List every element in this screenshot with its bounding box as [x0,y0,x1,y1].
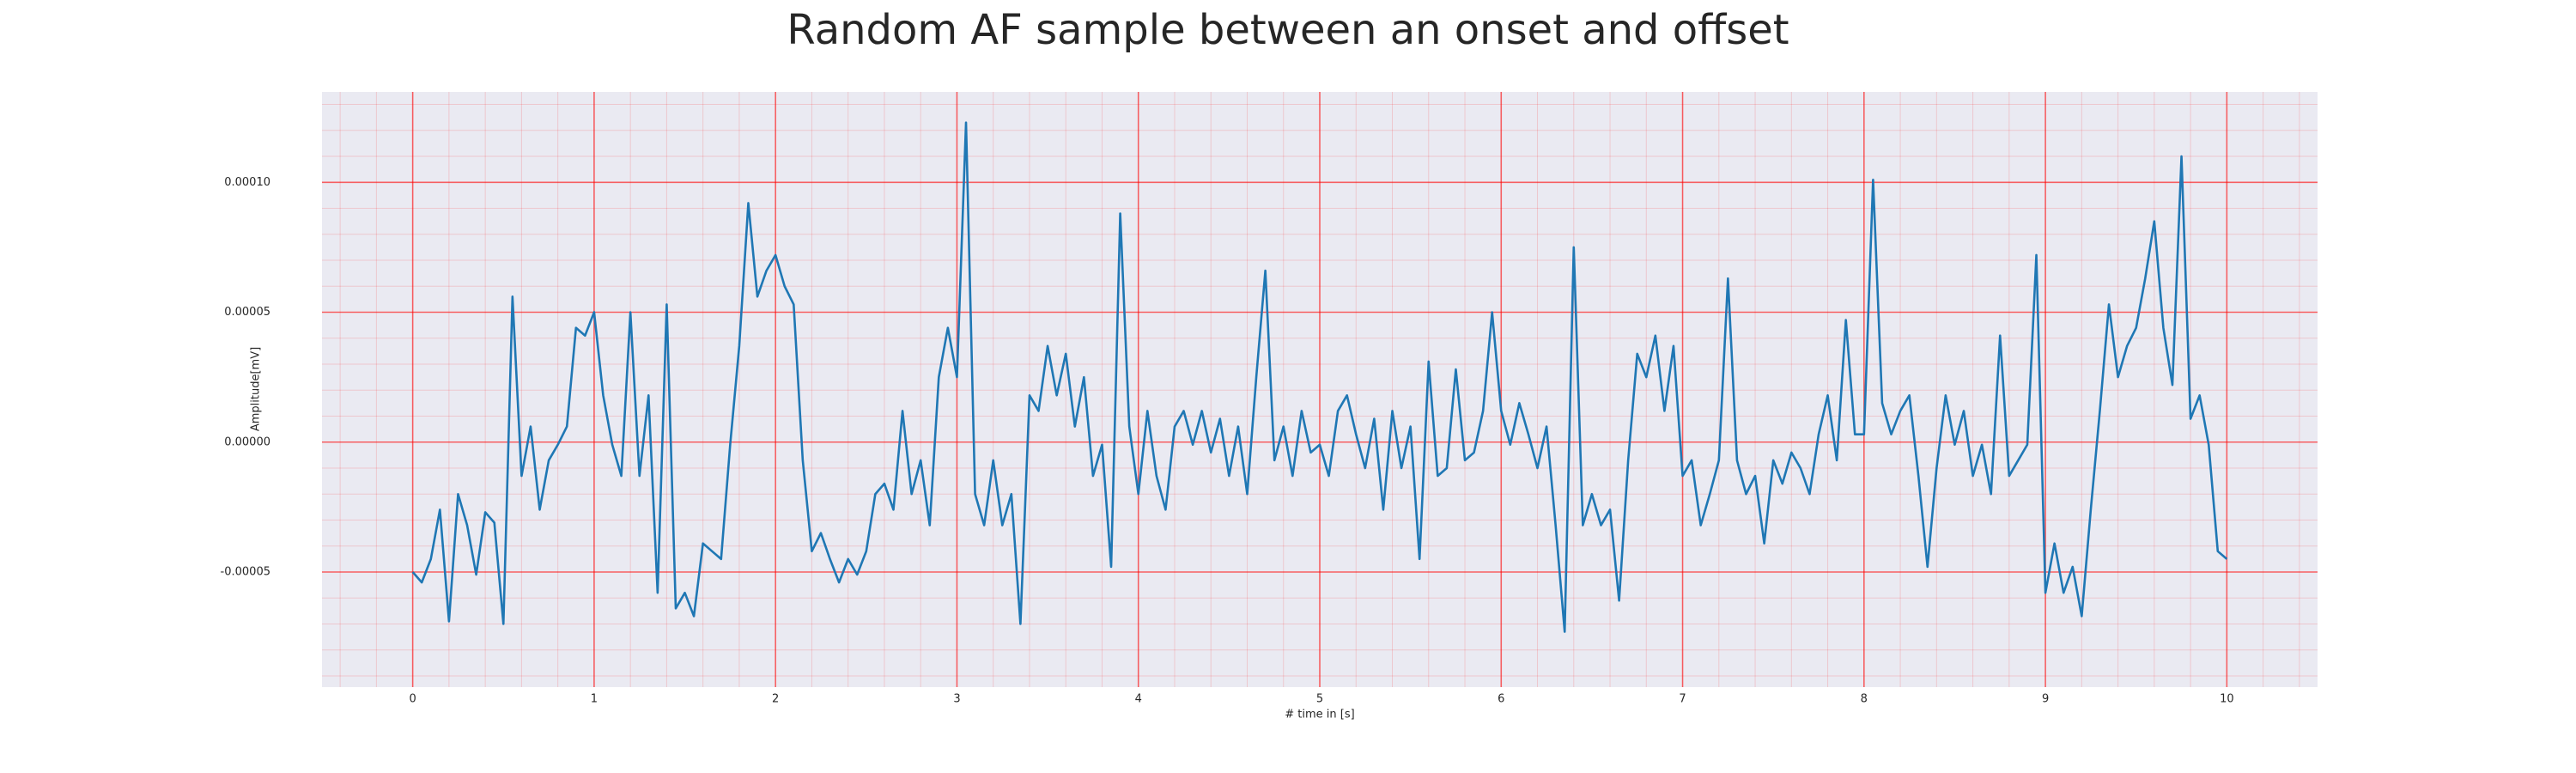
x-tick-label: 6 [1498,693,1504,706]
x-tick-label: 0 [409,693,416,706]
y-tick-label: 0.00005 [224,306,270,319]
x-tick-label: 5 [1316,693,1323,706]
x-axis-label: # time in [s] [1285,709,1354,721]
x-tick-label: 7 [1679,693,1686,706]
y-tick-label: 0.00010 [224,176,270,189]
x-tick-label: 8 [1861,693,1868,706]
y-axis-label: Amplitude[mV] [250,347,263,431]
x-tick-label: 9 [2042,693,2049,706]
x-tick-label: 3 [953,693,960,706]
chart-title: Random AF sample between an onset and of… [787,6,1789,54]
x-tick-label: 2 [772,693,779,706]
signal-line [411,121,2228,633]
y-tick-label: 0.00000 [224,435,270,448]
x-tick-label: 4 [1135,693,1142,706]
x-tick-label: 1 [591,693,598,706]
y-tick-label: -0.00005 [221,565,270,578]
x-tick-label: 10 [2220,693,2234,706]
